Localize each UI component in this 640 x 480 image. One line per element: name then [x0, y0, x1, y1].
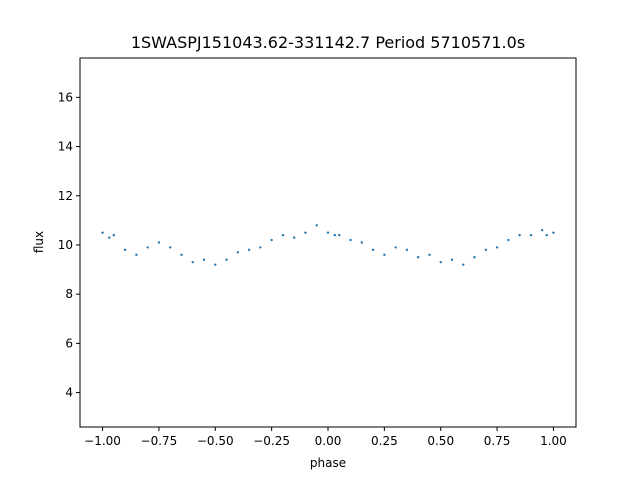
data-point — [507, 238, 510, 242]
data-point — [349, 238, 352, 242]
x-tick-label: −0.25 — [253, 434, 290, 448]
data-point — [123, 248, 127, 252]
data-point — [135, 253, 138, 256]
data-point — [157, 241, 161, 244]
data-point — [146, 246, 149, 249]
data-point — [360, 241, 364, 244]
data-point — [552, 231, 555, 234]
data-point — [304, 231, 307, 234]
x-tick-label: 1.00 — [540, 434, 567, 448]
data-point — [371, 248, 375, 252]
x-tick-label: 0.00 — [315, 434, 342, 448]
y-tick-label: 14 — [58, 140, 73, 154]
data-point — [247, 248, 251, 252]
data-point — [473, 256, 476, 259]
data-point — [428, 253, 431, 256]
data-point — [270, 238, 273, 242]
x-tick-label: −1.00 — [84, 434, 121, 448]
plot-frame — [79, 57, 577, 428]
data-point — [168, 246, 172, 249]
y-axis-ticks: 4 6 8 10 12 14 16 — [58, 90, 80, 400]
y-tick-label: 16 — [58, 90, 73, 104]
x-axis-ticks: −1.00 −0.75 −0.50 −0.25 0.00 0.25 0.50 0.75 1.00 — [84, 427, 567, 448]
data-point — [394, 246, 397, 249]
data-point — [180, 253, 183, 256]
data-point — [214, 263, 217, 266]
x-tick-label: −0.50 — [197, 434, 234, 448]
x-axis-label: phase — [310, 456, 346, 470]
data-point — [202, 258, 206, 261]
data-point — [108, 236, 111, 239]
data-point — [101, 231, 104, 234]
data-point — [545, 233, 548, 237]
data-point — [439, 260, 442, 264]
data-point — [405, 248, 409, 252]
data-point — [112, 233, 116, 237]
data-point — [338, 233, 341, 237]
data-point — [326, 231, 330, 234]
x-tick-label: 0.25 — [371, 434, 398, 448]
data-point — [540, 229, 544, 232]
y-axis-label: flux — [32, 231, 46, 253]
x-tick-label: −0.75 — [141, 434, 178, 448]
data-point — [450, 258, 454, 261]
data-point — [236, 251, 240, 254]
x-tick-label: 0.75 — [484, 434, 511, 448]
data-point — [462, 263, 465, 266]
data-point — [333, 233, 336, 237]
data-point — [225, 258, 228, 261]
data-point — [518, 233, 521, 237]
chart-title: 1SWASPJ151043.62-331142.7 Period 5710571… — [131, 33, 525, 52]
data-point — [495, 246, 499, 249]
data-point — [292, 236, 296, 239]
data-point — [383, 253, 386, 256]
data-point — [484, 248, 488, 252]
data-point — [259, 246, 262, 249]
y-tick-label: 10 — [58, 238, 73, 252]
data-point — [529, 233, 533, 237]
y-tick-label: 4 — [65, 386, 73, 400]
y-tick-label: 6 — [65, 336, 73, 350]
data-points — [101, 224, 555, 266]
x-tick-label: 0.50 — [427, 434, 454, 448]
y-tick-label: 12 — [58, 189, 73, 203]
data-point — [315, 224, 318, 227]
data-point — [191, 260, 194, 264]
data-point — [281, 233, 285, 237]
y-tick-label: 8 — [65, 287, 73, 301]
data-point — [416, 256, 420, 259]
